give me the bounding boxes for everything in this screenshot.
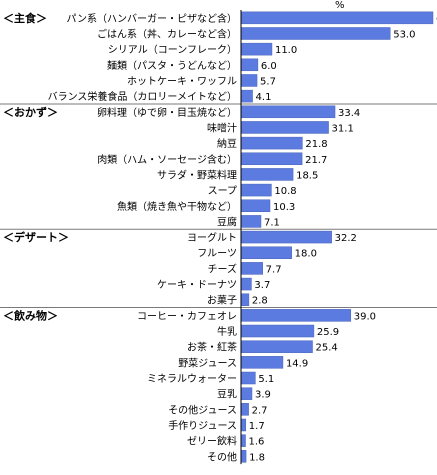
bar: [240, 42, 273, 56]
bar: [240, 11, 434, 25]
value-label: 4.1: [256, 92, 272, 103]
bar: [240, 356, 284, 369]
category-label: 納豆: [217, 137, 237, 150]
value-label: 53.0: [393, 29, 415, 40]
value-label: 18.0: [295, 249, 317, 260]
bar: [240, 246, 292, 259]
value-label: 10.8: [274, 186, 296, 197]
category-label: バランス栄養食品（カロリーメイトなど）: [48, 90, 237, 103]
value-label: 14.9: [286, 358, 308, 369]
value-label: 32.2: [335, 233, 357, 244]
value-label: 11.0: [275, 45, 297, 56]
bar: [240, 105, 336, 119]
value-label: 3.9: [255, 390, 271, 401]
bar: [240, 418, 247, 432]
group-label: ＜飲み物＞: [3, 308, 58, 322]
category-label: ミネラルウォーター: [147, 373, 237, 385]
group-label: ＜主食＞: [3, 11, 47, 25]
value-label: 21.8: [305, 139, 327, 150]
bar: [240, 27, 391, 40]
category-label: 卵料理（ゆで卵・目玉焼など）: [97, 106, 237, 119]
bar: [240, 215, 262, 228]
category-label: 味噌汁: [207, 121, 237, 134]
value-label: 5.1: [258, 374, 274, 385]
category-label: ごはん系（丼、カレーなど含）: [97, 27, 237, 40]
category-label: お茶・紅茶: [187, 341, 237, 354]
bar: [240, 58, 259, 72]
value-label: 31.1: [332, 123, 354, 134]
value-label: 5.7: [260, 76, 276, 87]
category-label: その他ジュース: [168, 403, 237, 416]
bar: [240, 199, 271, 212]
category-label: コーヒー・カフェオレ: [137, 310, 237, 322]
value-label: 2.7: [252, 405, 268, 416]
value-label: 1.7: [249, 421, 265, 432]
category-label: 豆腐: [217, 215, 237, 228]
value-label: 25.9: [317, 327, 339, 338]
category-label: ホットケーキ・ワッフル: [127, 75, 237, 87]
category-label: ヨーグルト: [187, 231, 237, 244]
unit-label: %: [335, 0, 345, 11]
value-label: 18.5: [296, 170, 318, 181]
bar: [240, 450, 247, 463]
bar: [240, 136, 303, 150]
category-label: ゼリー飲料: [187, 435, 237, 448]
value-label: 10.3: [273, 202, 295, 213]
bar: [240, 324, 315, 338]
bar: [240, 403, 249, 416]
category-label: スープ: [208, 185, 237, 197]
bar: [240, 309, 352, 322]
bar: [240, 168, 294, 181]
category-label: ケーキ・ドーナツ: [157, 279, 237, 291]
bar: [240, 371, 256, 385]
value-label: 6.0: [261, 61, 277, 72]
value-label: 25.4: [316, 343, 338, 354]
value-label: 3.7: [254, 280, 270, 291]
bar: [240, 340, 313, 353]
category-label: 魚類（焼き魚や干物など）: [117, 200, 237, 213]
bar: [240, 121, 329, 134]
category-label: サラダ・野菜料理: [157, 168, 237, 181]
category-label: 手作りジュース: [168, 419, 237, 432]
group-label: ＜おかず＞: [3, 105, 58, 119]
bar: [240, 74, 258, 87]
category-label: シリアル（コーンフレーク）: [108, 44, 237, 56]
bar: [240, 262, 263, 275]
value-label: 1.6: [249, 437, 265, 448]
value-label: 2.8: [252, 296, 268, 307]
category-label: その他: [207, 450, 237, 463]
value-label: 1.8: [249, 452, 265, 463]
category-label: お菓子: [207, 295, 237, 307]
category-label: 牛乳: [217, 325, 237, 338]
value-label: 21.7: [305, 155, 327, 166]
value-label: 33.4: [338, 108, 360, 119]
bar: [240, 89, 253, 103]
group-label: ＜デザート＞: [3, 230, 69, 244]
category-label: 肉類（ハム・ソーセージ含む）: [97, 153, 237, 166]
bar: [240, 152, 303, 166]
category-label: 豆乳: [217, 388, 237, 401]
bar: [240, 387, 253, 400]
value-label: 7.1: [264, 217, 280, 228]
category-label: 野菜ジュース: [178, 357, 237, 369]
category-label: フルーツ: [197, 249, 237, 260]
bar: [240, 434, 246, 447]
bar: [240, 293, 250, 306]
bar: [240, 183, 272, 197]
category-label: パン系（ハンバーガー・ピザなど含）: [67, 12, 238, 25]
category-label: 麺類（パスタ・うどんなど）: [107, 59, 237, 72]
value-label: 7.7: [266, 264, 282, 275]
value-label: 39.0: [354, 311, 376, 322]
category-label: チーズ: [208, 262, 238, 275]
bar: [240, 277, 252, 291]
bar: [240, 230, 332, 244]
